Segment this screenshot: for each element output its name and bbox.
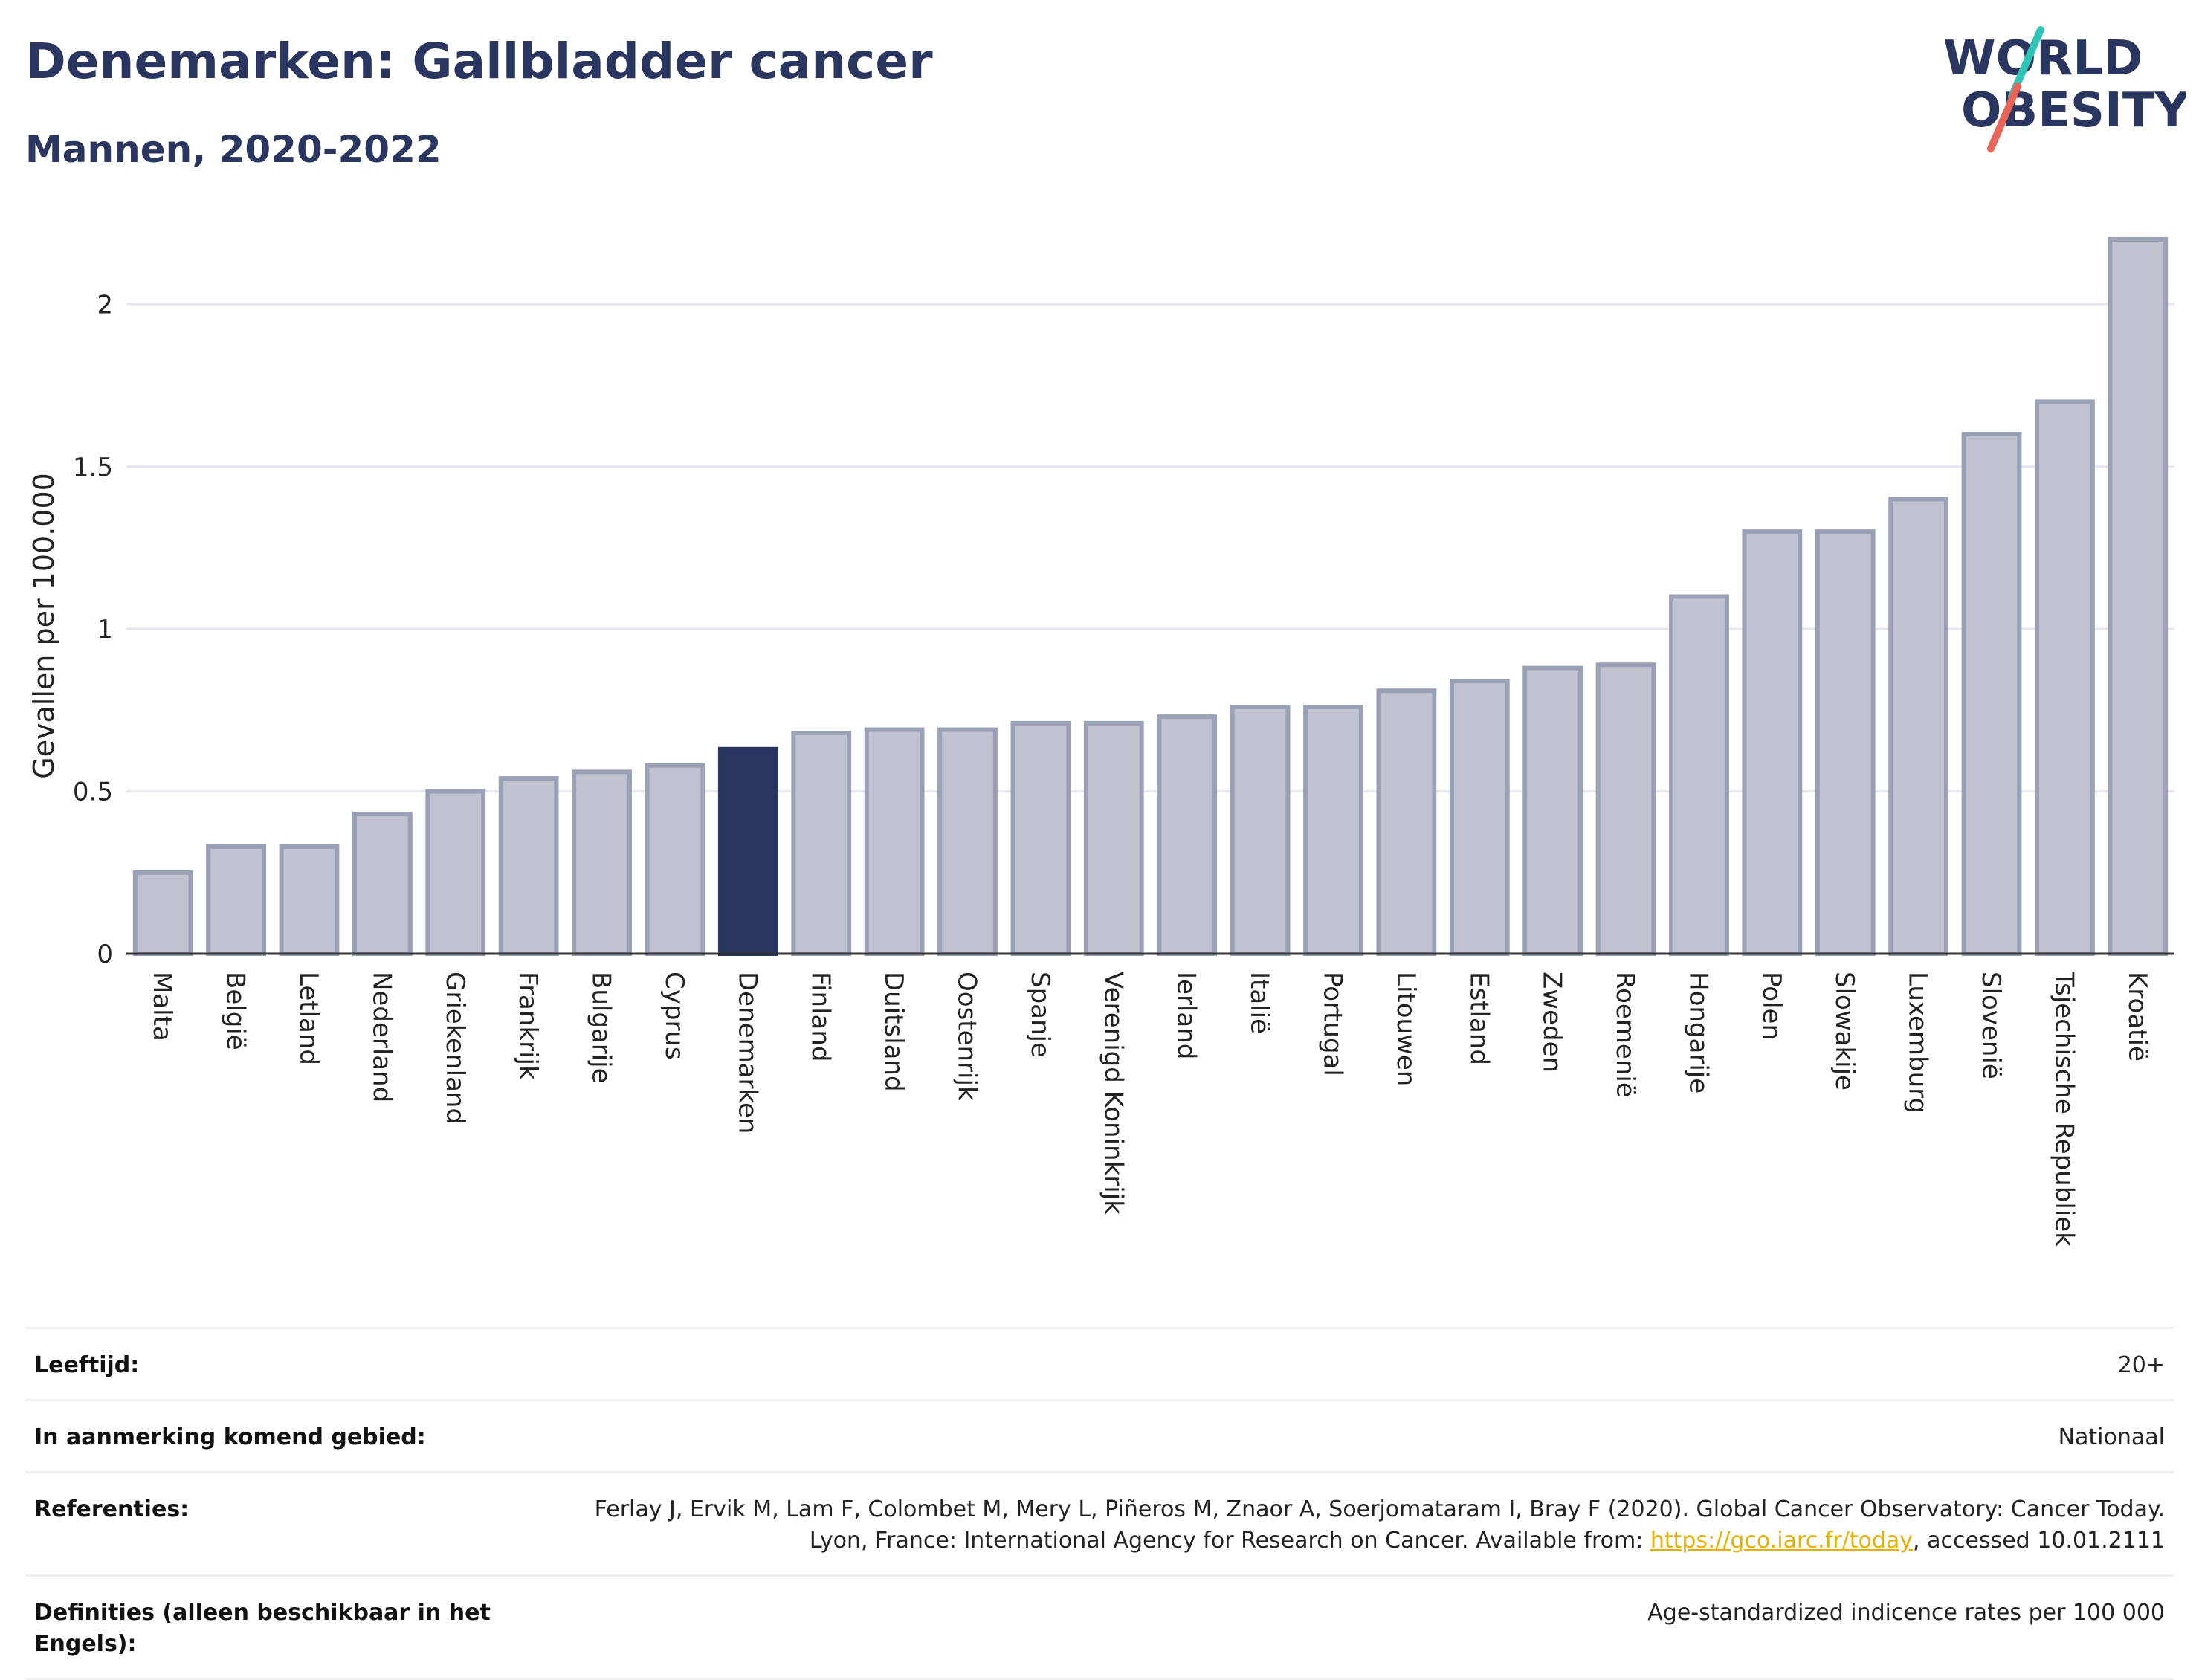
category-label: Cyprus [659,972,689,1060]
category-label: Letland [294,972,323,1065]
category-label: Hongarije [1683,972,1713,1093]
bar-litouwen[interactable] [1376,688,1437,956]
category-label: Zweden [1537,972,1567,1073]
bar-finland[interactable] [791,730,852,956]
info-label-references: Referenties: [34,1496,190,1522]
bar-slowakije[interactable] [1815,529,1876,956]
bar-verenigd-koninkrijk[interactable] [1083,720,1144,956]
category-label: Frankrijk [513,972,543,1080]
bar-malta[interactable] [132,870,193,956]
bar-luxemburg[interactable] [1888,497,1949,956]
info-value-age: 20+ [2117,1352,2165,1378]
bar-belgië[interactable] [206,844,266,956]
category-label: Griekenland [440,972,470,1124]
info-label-definitions: Definities (alleen beschikbaar in het En… [34,1600,491,1657]
info-value-area: Nationaal [2058,1424,2165,1450]
logo-slash-coral [1987,83,2021,152]
category-label: Luxemburg [1903,972,1933,1114]
info-value-references: Ferlay J, Ervik M, Lam F, Colombet M, Me… [566,1494,2165,1557]
category-label: Slovenië [1976,972,2006,1079]
category-label: Portugal [1317,972,1347,1076]
bar-oostenrijk[interactable] [937,727,998,956]
bar-hongarije[interactable] [1669,594,1729,956]
bar-denemarken[interactable] [717,746,778,957]
bar-italië[interactable] [1230,705,1291,956]
category-label: Kroatië [2122,972,2152,1062]
bar-duitsland[interactable] [864,727,925,956]
page-title: Denemarken: Gallbladder cancer [25,33,933,90]
info-label-age: Leeftijd: [34,1352,140,1378]
page-subtitle: Mannen, 2020-2022 [25,128,442,171]
bar-griekenland[interactable] [425,789,486,957]
category-label: Slowakije [1830,972,1859,1091]
reference-link[interactable]: https://gco.iarc.fr/today [1650,1528,1914,1554]
category-label: Bulgarije [587,972,616,1084]
bar-letland[interactable] [279,844,340,956]
category-label: Roemenië [1610,972,1640,1098]
category-label: Tsjechische Republiek [2049,971,2079,1247]
bar-polen[interactable] [1742,529,1803,956]
reference-text: Ferlay J, Ervik M, Lam F, Colombet M, Me… [594,1496,2165,1554]
y-tick-label: 1 [97,615,113,644]
y-axis-label: Gevallen per 100.000 [28,473,60,779]
bar-slovenië[interactable] [1961,432,2022,956]
category-label: België [221,972,251,1050]
category-label: Finland [806,972,836,1062]
bar-spanje[interactable] [1010,720,1071,956]
bar-estland[interactable] [1449,679,1510,957]
bar-roemenië[interactable] [1595,662,1656,956]
category-label: Litouwen [1391,972,1421,1086]
info-table: Leeftijd: 20+ In aanmerking komend gebie… [25,1327,2174,1680]
category-label: Ierland [1172,972,1201,1059]
y-tick-label: 1.5 [73,453,113,482]
bar-tsjechische-republiek[interactable] [2035,399,2095,956]
info-row-definitions: Definities (alleen beschikbaar in het En… [25,1574,2174,1680]
bar-kroatië[interactable] [2108,237,2169,956]
category-label: Duitsland [879,972,908,1092]
info-row-area: In aanmerking komend gebied: Nationaal [25,1399,2174,1471]
category-label: Spanje [1025,972,1055,1058]
info-row-references: Referenties: Ferlay J, Ervik M, Lam F, C… [25,1471,2174,1574]
logo-line1: WORLD [1943,31,2143,86]
info-row-age: Leeftijd: 20+ [25,1327,2174,1399]
category-label: Denemarken [732,972,762,1134]
bar-frankrijk[interactable] [498,776,559,956]
category-label: Oostenrijk [952,972,982,1101]
category-label: Nederland [366,972,396,1102]
category-label: Estland [1464,972,1494,1065]
world-obesity-logo: WORLD OBESITY [1943,26,2186,152]
bar-zweden[interactable] [1522,665,1583,956]
bar-chart: 0 0.5 1 1.5 2 Malta België Letland Nederland Gri… [28,237,2174,1247]
category-label: Polen [1757,972,1786,1040]
bar-portugal[interactable] [1303,705,1363,956]
info-value-definitions: Age-standardized indicence rates per 100… [1647,1600,2165,1626]
bar-ierland[interactable] [1157,714,1218,956]
info-label-area: In aanmerking komend gebied: [34,1424,426,1450]
reference-accessed: , accessed 10.01.2111 [1913,1528,2165,1554]
y-tick-label: 2 [97,290,113,320]
category-label: Italië [1244,972,1274,1034]
y-tick-labels: 0 0.5 1 1.5 2 [73,290,113,969]
bar-bulgarije[interactable] [572,769,632,957]
y-tick-label: 0 [97,940,113,969]
category-labels: Malta België Letland Nederland Griekenland Fr… [147,971,2152,1247]
category-label: Verenigd Koninkrijk [1098,972,1128,1215]
bar-cyprus[interactable] [645,763,705,957]
bars [126,237,2174,957]
bar-nederland[interactable] [352,812,413,957]
category-label: Malta [147,972,177,1041]
y-tick-label: 0.5 [73,778,113,807]
